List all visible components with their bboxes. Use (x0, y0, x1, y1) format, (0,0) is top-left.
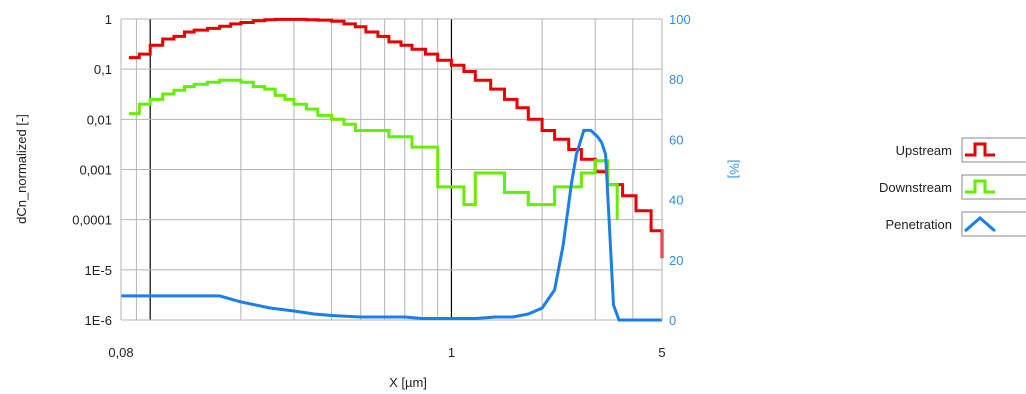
y2-axis-label: [%] (727, 160, 742, 179)
series-line-penetration (121, 128, 662, 322)
x-tick-label: 0,08 (108, 345, 133, 360)
y2-tick-label: 60 (669, 132, 683, 147)
legend-label-upstream: Upstream (896, 143, 952, 158)
y-tick-label: 0,001 (79, 163, 112, 178)
legend-icon-penetration (964, 216, 996, 233)
y-tick-label: 1E-6 (85, 313, 112, 328)
legend: Upstream Downstream Penetration (879, 137, 1026, 237)
legend-swatch-upstream (961, 137, 1026, 163)
y-tick-label: 1E-5 (85, 263, 112, 278)
legend-icon-downstream (965, 179, 995, 194)
legend-label-downstream: Downstream (879, 180, 952, 195)
grid-lines (121, 18, 662, 321)
y-tick-label: 0,01 (87, 112, 112, 127)
legend-label-penetration: Penetration (886, 217, 953, 232)
y-axis-label: dCn_normalized [-] (14, 114, 29, 224)
legend-swatch-downstream (961, 174, 1026, 200)
series-line-upstream (128, 17, 664, 259)
y-tick-label: 0,1 (94, 62, 112, 77)
y2-tick-label: 20 (669, 253, 683, 268)
series-layer (121, 17, 664, 322)
y2-tick-label: 40 (669, 193, 683, 208)
legend-icon-upstream (965, 142, 995, 157)
y2-tick-label: 100 (669, 12, 691, 27)
y-tick-label: 0,0001 (72, 213, 112, 228)
x-tick-label: 5 (658, 345, 665, 360)
x-axis-label: X [µm] (389, 375, 427, 390)
y2-tick-label: 0 (669, 313, 676, 328)
series-line-downstream (128, 78, 619, 220)
y2-tick-label: 80 (669, 72, 683, 87)
y-tick-label: 1 (105, 12, 112, 27)
x-tick-label: 1 (448, 345, 455, 360)
axes: 1E-6 1E-5 0,0001 0,001 0,01 0,1 1 0 20 40 60 80 100 0… (72, 12, 690, 360)
